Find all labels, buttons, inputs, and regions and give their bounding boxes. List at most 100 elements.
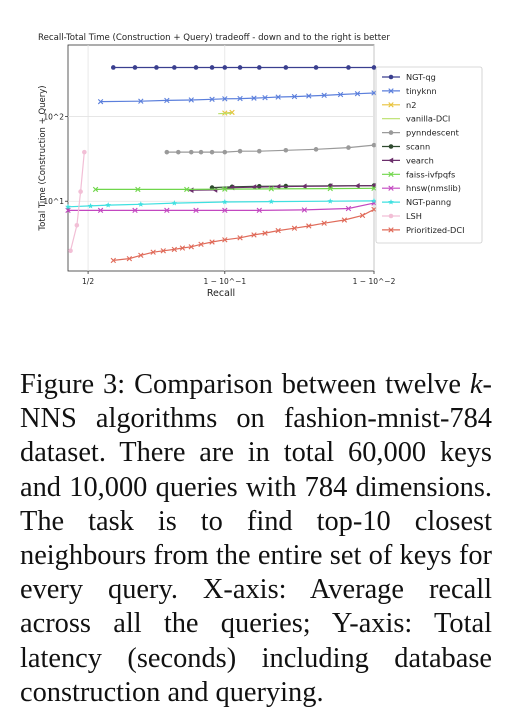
data-point — [97, 98, 104, 105]
legend-marker — [388, 185, 394, 191]
data-point — [132, 207, 138, 214]
data-point — [371, 90, 377, 96]
data-point — [198, 241, 204, 247]
data-point — [87, 202, 94, 209]
legend-marker — [388, 74, 394, 80]
x-tick-label: 1 − 10^−2 — [353, 277, 396, 286]
data-point — [275, 183, 281, 190]
data-point — [193, 65, 199, 70]
series-tinyknn — [97, 90, 377, 105]
series-hnsw-nmslib- — [65, 200, 377, 214]
data-point — [82, 149, 87, 155]
data-point — [371, 200, 377, 206]
legend-entry: hnsw(nmslib) — [382, 183, 461, 193]
data-point — [256, 65, 262, 70]
figure: Recall-Total Time (Construction + Query)… — [38, 33, 483, 299]
legend-label: vearch — [406, 155, 434, 165]
data-point — [221, 198, 228, 205]
series-ngt-panng — [65, 197, 377, 210]
data-point — [135, 186, 141, 193]
legend-label: faiss-ivfpqfs — [406, 169, 455, 179]
series-line — [69, 152, 85, 251]
data-point — [74, 222, 80, 228]
data-point — [164, 97, 170, 104]
legend-marker — [388, 88, 394, 94]
data-point — [188, 149, 194, 155]
legend-entry: NGT-panng — [382, 197, 451, 207]
legend-label: Prioritized-DCI — [406, 225, 465, 235]
data-point — [237, 95, 243, 102]
data-point — [306, 93, 312, 99]
data-point — [313, 65, 319, 70]
legend-label: NGT-panng — [406, 197, 451, 207]
data-point — [68, 248, 73, 254]
gridlines — [68, 45, 375, 271]
series-group — [65, 65, 377, 264]
data-point — [337, 91, 344, 98]
data-point — [291, 225, 298, 231]
data-point — [110, 257, 117, 264]
series-line — [68, 202, 375, 211]
data-point — [154, 65, 159, 70]
legend-label: LSH — [406, 211, 422, 221]
caption-k: k — [469, 369, 483, 400]
legend-label: n2 — [406, 100, 416, 110]
legend-marker — [388, 199, 394, 205]
data-point — [237, 148, 243, 154]
data-point — [188, 97, 194, 103]
data-point — [209, 239, 215, 245]
data-point — [327, 198, 334, 204]
data-point — [321, 92, 327, 99]
data-point — [256, 148, 262, 154]
x-tick-label: 1 − 10^−1 — [203, 277, 246, 286]
series-line — [100, 92, 375, 103]
series-prioritized-dci — [110, 206, 377, 264]
data-point — [65, 203, 71, 210]
y-tick-label: 10^2 — [43, 113, 64, 122]
data-point — [164, 149, 170, 155]
legend-label: tinyknn — [406, 86, 437, 96]
data-point — [301, 207, 308, 213]
data-point — [209, 65, 215, 70]
data-point — [164, 207, 170, 214]
legend-entry: vearch — [382, 155, 434, 165]
data-point — [275, 227, 281, 234]
legend-entry: Prioritized-DCI — [382, 225, 465, 235]
legend-marker — [388, 227, 394, 233]
series-lsh — [68, 149, 87, 254]
legend-entry: LSH — [382, 211, 422, 221]
data-point — [283, 147, 289, 153]
data-point — [371, 185, 377, 192]
data-point — [137, 201, 144, 207]
x-tick-label: 1/2 — [82, 277, 94, 286]
y-tick-label: 10^1 — [43, 197, 64, 206]
legend-label: pynndescent — [406, 128, 460, 138]
legend-entry: tinyknn — [382, 86, 437, 96]
chart-title: Recall-Total Time (Construction + Query)… — [38, 33, 390, 43]
data-point — [256, 184, 262, 189]
series-vanilla-dci — [218, 112, 233, 115]
data-point — [222, 237, 228, 243]
data-point — [105, 202, 112, 208]
series-faiss-ivfpqfs — [92, 185, 377, 193]
data-point — [222, 96, 228, 102]
data-point — [306, 223, 312, 229]
data-point — [188, 187, 194, 193]
legend-entry: faiss-ivfpqfs — [382, 169, 455, 179]
data-point — [251, 232, 257, 238]
data-point — [251, 95, 257, 101]
legend-label: vanilla-DCI — [406, 114, 450, 124]
legend-marker — [388, 213, 394, 219]
legend-label: scann — [406, 142, 430, 152]
caption-text-2: -NNS algorithms on fashion-mnist-784 dat… — [20, 369, 492, 708]
plot-area — [67, 44, 375, 272]
legend-entry: scann — [382, 142, 430, 152]
data-point — [371, 197, 377, 204]
data-point — [176, 149, 181, 155]
data-point — [354, 183, 360, 189]
data-point — [172, 65, 177, 70]
legend: NGT-qg tinyknn n2 vanilla-DCI pynndescent sca… — [375, 66, 483, 244]
data-point — [222, 65, 228, 70]
data-point — [359, 212, 366, 219]
data-point — [222, 207, 228, 214]
